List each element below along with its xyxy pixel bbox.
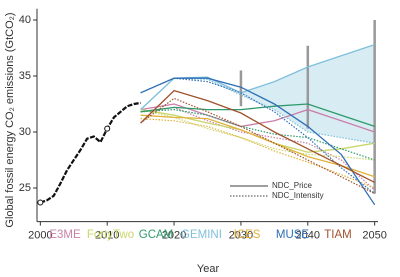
y-tick-label: 30 [19,126,31,138]
intensity-line [140,106,376,191]
x-tick-label: 2010 [95,230,119,242]
x-tick-label: 2020 [162,230,186,242]
y-axis-label: Global fossil energy CO₂ emissions (GtCO… [4,12,16,227]
price-line [140,103,375,133]
model-label: TIAM [324,229,351,241]
model-label: FortyTwo [87,229,134,241]
legend-label: NDC_Intensity [272,191,324,200]
historical-line [39,101,141,204]
historical-marker [104,125,111,132]
y-tick-label: 40 [19,14,31,26]
legend-label: NDC_Price [272,181,313,190]
x-tick-label: 2050 [362,230,386,242]
y-tick-label: 35 [19,70,31,82]
x-tick-label: 2000 [28,230,52,242]
intensity-line [140,108,375,161]
model-label: ICES [234,229,261,241]
x-tick-label: 2030 [229,230,253,242]
range-band [140,44,375,144]
model-label: E3ME [49,229,81,241]
x-tick-label: 2040 [296,230,320,242]
x-axis-label: Year [197,263,220,275]
price-line [140,103,375,128]
y-tick-label: 25 [19,182,31,194]
price-line [140,89,375,183]
model-label: MUSE [276,229,310,241]
price-line [140,77,376,206]
model-label: GEMINI [181,229,222,241]
price-line [140,114,375,178]
intensity-line [140,97,375,195]
model-label: GCAM [139,229,174,241]
intensity-line [140,109,375,161]
historical-marker [37,199,44,206]
intensity-line [140,118,375,189]
